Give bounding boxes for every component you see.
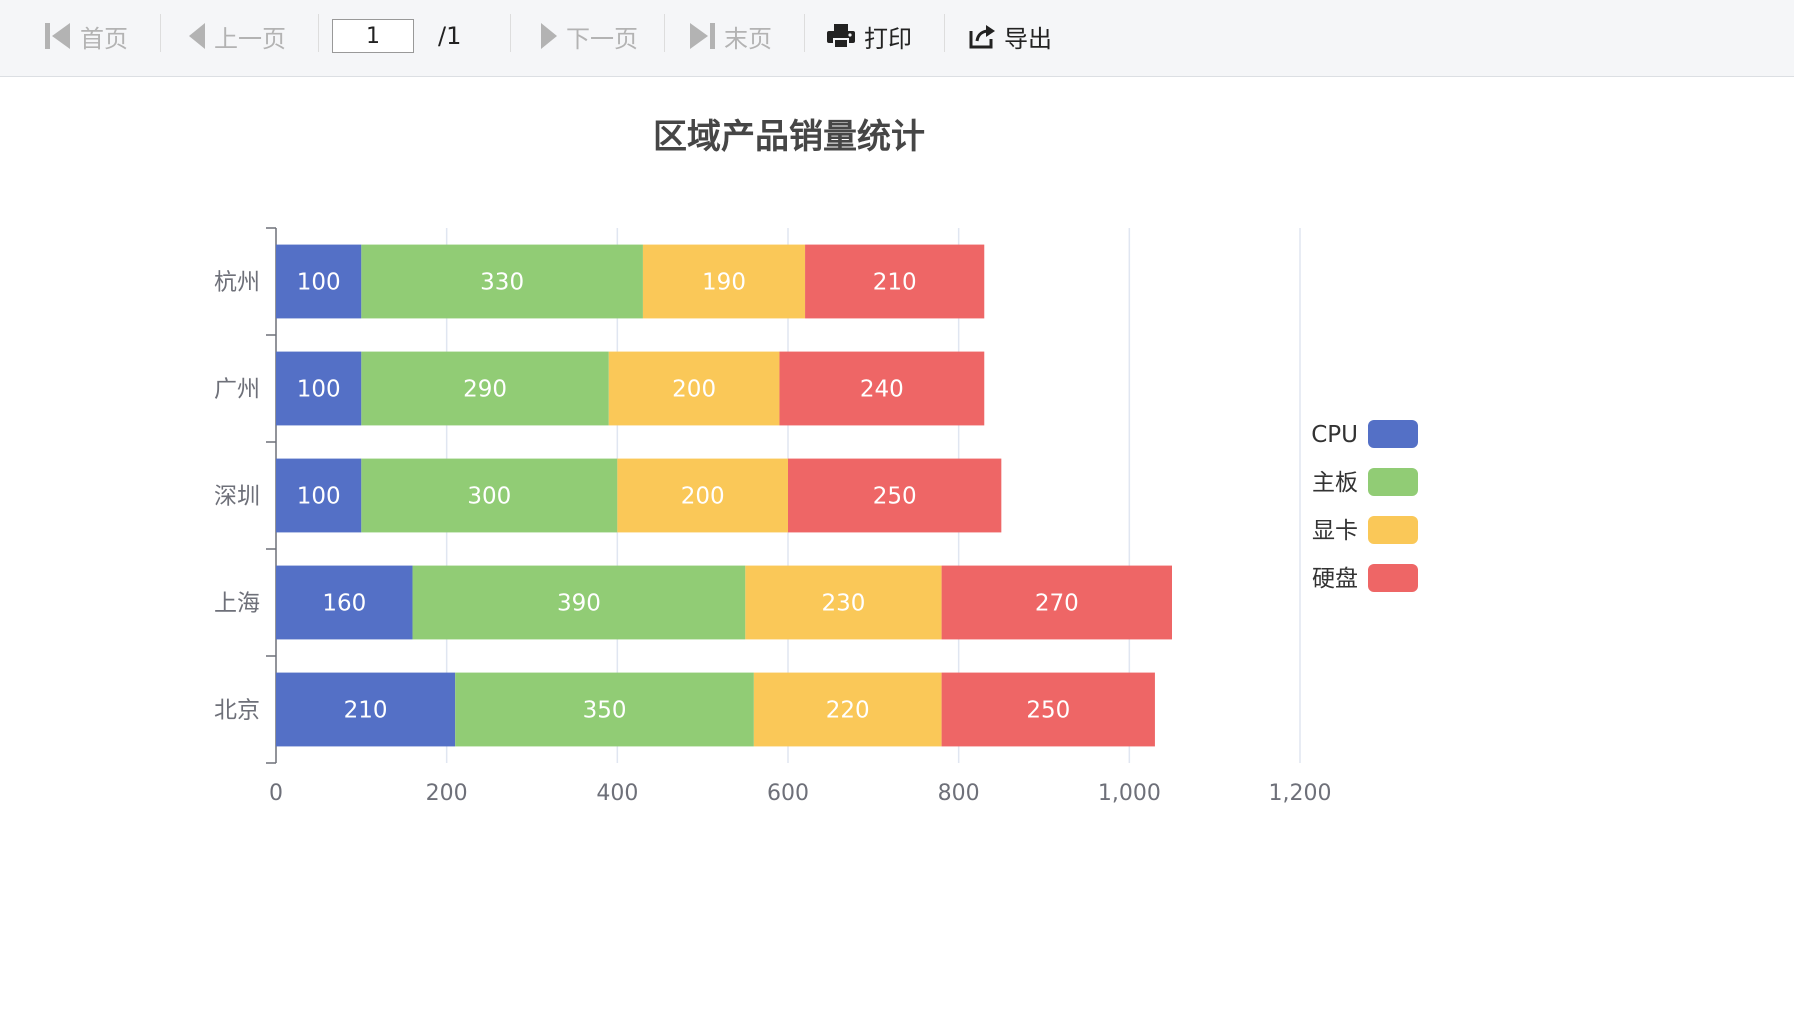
- bar-segment: [642, 244, 806, 319]
- bar-value-label: 190: [702, 270, 746, 296]
- bar-segment: [361, 351, 609, 426]
- x-tick-label: 1,000: [1098, 781, 1161, 806]
- x-tick-label: 400: [596, 781, 638, 806]
- sales-chart: 区域产品销量统计 0 200 400 600 800 1,000 1,200 杭州 100 330 1…: [214, 117, 1418, 806]
- bar-segment: [276, 351, 362, 426]
- legend-swatch: [1368, 564, 1418, 592]
- y-category-label: 杭州: [214, 270, 260, 296]
- x-tick-label: 200: [426, 781, 468, 806]
- bar-segment: [617, 458, 788, 533]
- toolbar-divider: [510, 14, 511, 52]
- bar-value-label: 330: [480, 270, 524, 296]
- page-number-input[interactable]: [332, 19, 414, 53]
- bar-segment: [941, 672, 1155, 747]
- legend-label: 硬盘: [1312, 566, 1358, 592]
- bar-segment: [753, 672, 942, 747]
- bar-segment: [788, 458, 1002, 533]
- legend-label: CPU: [1311, 422, 1358, 448]
- export-icon: [969, 25, 995, 49]
- bar-segment: [276, 244, 362, 319]
- bar-segment: [745, 565, 942, 640]
- bar-segment: [805, 244, 985, 319]
- bar-value-label: 210: [344, 698, 388, 724]
- page-total: /1: [438, 22, 462, 50]
- toolbar-divider: [160, 14, 161, 52]
- print-label: 打印: [864, 24, 912, 53]
- bar-value-label: 220: [826, 698, 870, 724]
- x-tick-label: 1,200: [1269, 781, 1332, 806]
- print-button[interactable]: 打印: [826, 14, 912, 58]
- bar-segment: [361, 244, 643, 319]
- bar-segment: [941, 565, 1172, 640]
- toolbar-divider: [318, 14, 319, 52]
- export-label: 导出: [1004, 24, 1052, 53]
- next-page-button[interactable]: 下一页: [540, 14, 638, 58]
- legend-swatch: [1368, 468, 1418, 496]
- prev-page-button[interactable]: 上一页: [188, 14, 286, 58]
- first-page-button[interactable]: 首页: [44, 14, 128, 58]
- chart-title: 区域产品销量统计: [653, 117, 925, 157]
- x-tick-label: 600: [767, 781, 809, 806]
- prev-page-label: 上一页: [214, 24, 286, 53]
- bar-segment: [608, 351, 780, 426]
- toolbar-divider: [944, 14, 945, 52]
- bar-value-label: 300: [467, 484, 511, 510]
- last-page-label: 末页: [724, 24, 772, 53]
- last-page-button[interactable]: 末页: [688, 14, 772, 58]
- bar-value-label: 200: [681, 484, 725, 510]
- bar-value-label: 200: [672, 377, 716, 403]
- bar-segment: [276, 565, 413, 640]
- bar-value-label: 100: [297, 270, 341, 296]
- bar-value-label: 290: [463, 377, 507, 403]
- bar-value-label: 250: [873, 484, 917, 510]
- bar-segment: [361, 458, 618, 533]
- bar-value-label: 350: [583, 698, 627, 724]
- bar-segment: [412, 565, 746, 640]
- y-category-label: 上海: [214, 591, 260, 617]
- legend-label: 主板: [1312, 470, 1358, 496]
- bar-value-label: 240: [860, 377, 904, 403]
- y-category-label: 深圳: [214, 484, 260, 510]
- bar-value-label: 160: [322, 591, 366, 617]
- first-page-label: 首页: [80, 24, 128, 53]
- next-page-label: 下一页: [566, 24, 638, 53]
- bar-value-label: 100: [297, 377, 341, 403]
- y-category-label: 北京: [214, 698, 260, 724]
- next-page-icon: [541, 23, 557, 49]
- y-category-label: 广州: [214, 377, 260, 403]
- first-page-icon: [45, 23, 70, 49]
- bar-segment: [455, 672, 754, 747]
- printer-icon: [827, 24, 855, 49]
- legend-swatch: [1368, 516, 1418, 544]
- bar-value-label: 270: [1035, 591, 1079, 617]
- bar-value-label: 100: [297, 484, 341, 510]
- bar-segment: [276, 458, 362, 533]
- bar-value-label: 230: [822, 591, 866, 617]
- bar-value-label: 210: [873, 270, 917, 296]
- export-button[interactable]: 导出: [968, 14, 1052, 58]
- x-tick-label: 800: [938, 781, 980, 806]
- bar-segment: [779, 351, 985, 426]
- toolbar-divider: [664, 14, 665, 52]
- prev-page-icon: [189, 23, 205, 49]
- bar-value-label: 390: [557, 591, 601, 617]
- legend-label: 显卡: [1312, 518, 1358, 544]
- last-page-icon: [690, 23, 715, 49]
- toolbar-divider: [804, 14, 805, 52]
- bar-value-label: 250: [1026, 698, 1070, 724]
- legend-swatch: [1368, 420, 1418, 448]
- bar-segment: [276, 672, 456, 747]
- report-toolbar: 首页 上一页 /1 下一页 末页 打印: [0, 0, 1794, 77]
- x-tick-label: 0: [269, 781, 283, 806]
